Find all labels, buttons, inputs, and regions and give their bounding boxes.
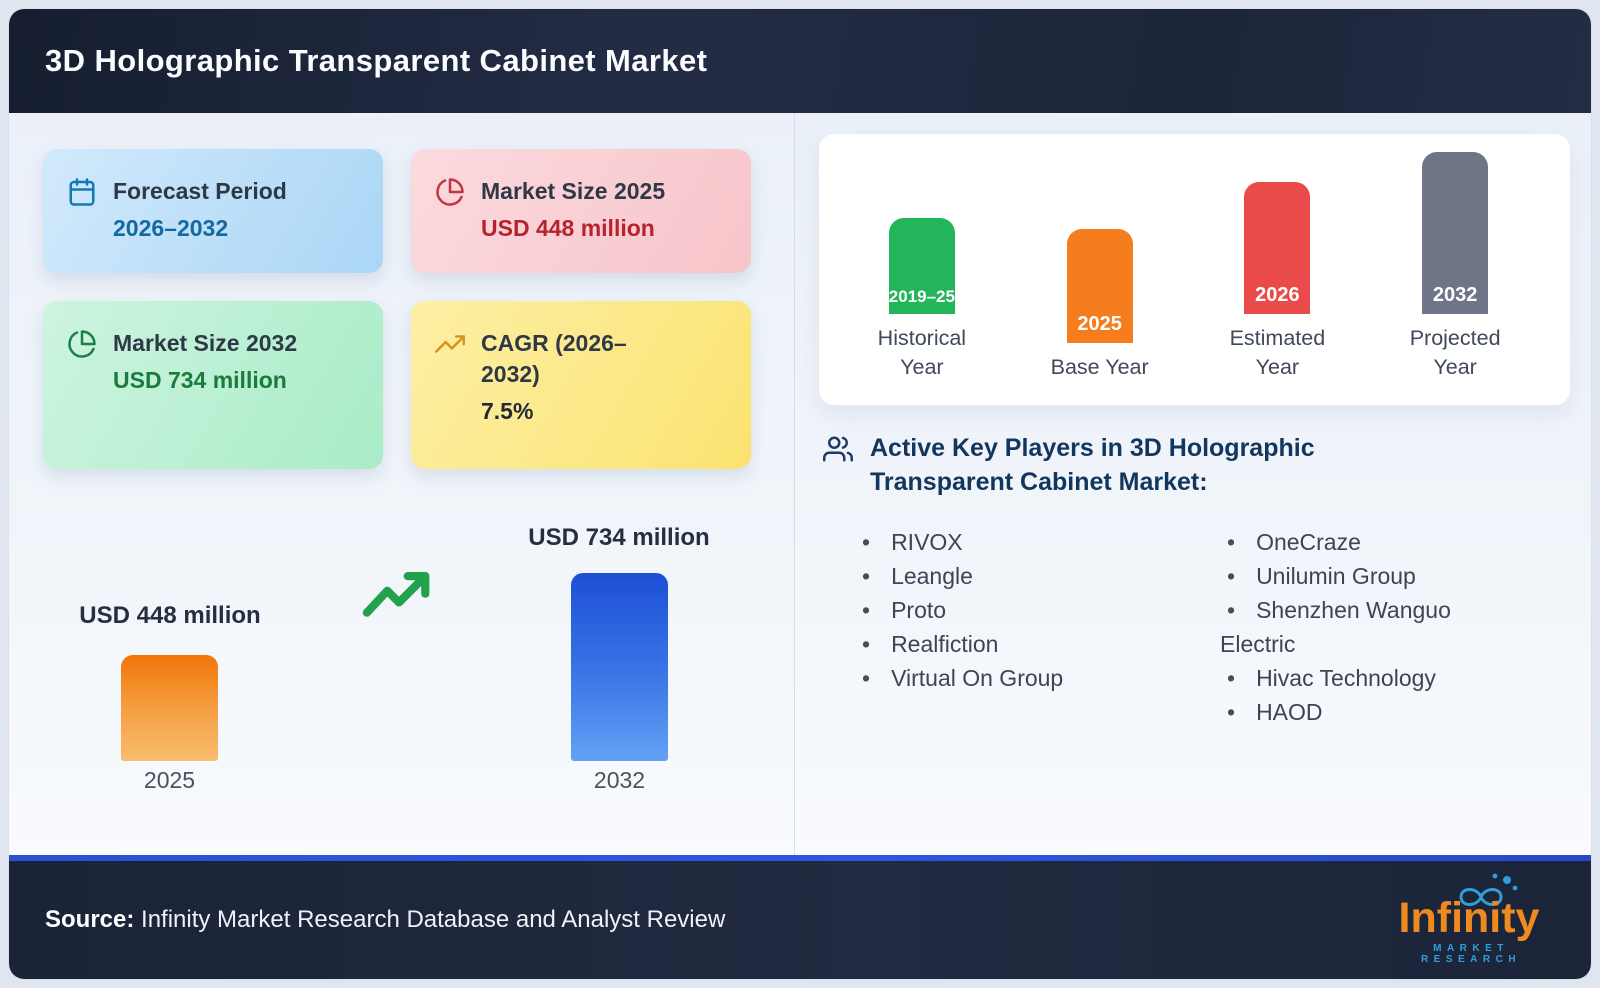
timeline-label: Base Year — [1050, 354, 1149, 379]
stat-card-cagr: CAGR (2026–2032) 7.5% — [411, 301, 751, 469]
key-player-item: Realfiction — [855, 627, 1220, 661]
right-panel: 2019–25 Historical Year 2025 Base Year 2… — [795, 113, 1591, 855]
key-player-item: OneCraze — [1220, 525, 1520, 559]
timeline-year: 2026 — [1255, 284, 1300, 307]
timeline-item-projected: 2032 Projected Year — [1366, 152, 1544, 381]
pie-chart-icon — [435, 177, 467, 209]
infographic-frame: 3D Holographic Transparent Cabinet Marke… — [8, 8, 1592, 980]
stat-card-market-size-2032: Market Size 2032 USD 734 million — [43, 301, 383, 469]
stat-card-forecast-period: Forecast Period 2026–2032 — [43, 149, 383, 273]
logo-subtitle: MARKET RESEARCH — [1420, 943, 1522, 965]
key-player-item: Proto — [855, 593, 1220, 627]
key-players-heading: Active Key Players in 3D Holographic Tra… — [870, 434, 1315, 496]
footer: Source: Infinity Market Research Databas… — [9, 861, 1591, 979]
calendar-icon — [67, 177, 99, 209]
key-player-item: RIVOX — [855, 525, 1220, 559]
timeline-label: Projected Year — [1409, 326, 1501, 379]
bar-2032 — [571, 573, 668, 761]
timeline-item-estimated: 2026 Estimated Year — [1189, 182, 1367, 381]
bar-2025 — [121, 655, 218, 761]
infinity-logo: Infinity MARKET RESEARCH — [1389, 869, 1549, 973]
stat-card-title: CAGR (2026–2032) — [481, 330, 627, 388]
key-player-item: Hivac Technology — [1220, 661, 1520, 695]
page-title: 3D Holographic Transparent Cabinet Marke… — [45, 43, 708, 78]
timeline-item-historical: 2019–25 Historical Year — [833, 218, 1011, 381]
header: 3D Holographic Transparent Cabinet Marke… — [9, 9, 1591, 113]
stat-cards: Forecast Period 2026–2032 Market Size 20… — [43, 149, 751, 469]
left-panel: Forecast Period 2026–2032 Market Size 20… — [9, 113, 795, 855]
bar-value-label-2025: USD 448 million — [79, 602, 261, 629]
trending-up-icon — [435, 329, 467, 361]
timeline-label: Historical Year — [877, 326, 967, 379]
content: Forecast Period 2026–2032 Market Size 20… — [9, 113, 1591, 855]
key-players-section: Active Key Players in 3D Holographic Tra… — [823, 431, 1571, 729]
key-player-item: Leangle — [855, 559, 1220, 593]
stat-card-value: 2026–2032 — [113, 215, 229, 242]
key-player-item: Virtual On Group — [855, 661, 1220, 695]
stat-card-title: Market Size 2032 — [113, 330, 298, 356]
key-player-item: HAOD — [1220, 695, 1520, 729]
source-note: Source: Infinity Market Research Databas… — [45, 906, 725, 934]
stat-card-market-size-2025: Market Size 2025 USD 448 million — [411, 149, 751, 273]
timeline-bar-base: 2025 — [1066, 228, 1133, 343]
logo-name: Infinity — [1398, 894, 1540, 942]
timeline-year: 2025 — [1077, 312, 1122, 335]
timeline-bar-historical: 2019–25 — [889, 218, 955, 315]
source-label: Source: — [45, 906, 135, 933]
key-players-column-1: RIVOX Leangle Proto Realfiction Virtual … — [855, 525, 1220, 729]
timeline-year: 2019–25 — [888, 287, 955, 307]
timeline-label: Estimated Year — [1229, 326, 1326, 379]
users-icon — [823, 434, 855, 466]
key-player-item: Unilumin Group — [1220, 559, 1520, 593]
key-player-item: Shenzhen Wanguo Electric — [1220, 593, 1520, 661]
footer-accent-line — [9, 855, 1591, 861]
source-text: Infinity Market Research Database and An… — [134, 906, 726, 933]
stat-card-title: Forecast Period — [113, 178, 287, 204]
bar-axis-label-2032: 2032 — [593, 767, 646, 793]
timeline-bar-estimated: 2026 — [1244, 182, 1311, 315]
stat-card-value: USD 734 million — [113, 367, 287, 394]
stat-card-value: USD 448 million — [481, 215, 655, 242]
key-players-column-2: OneCraze Unilumin Group Shenzhen Wanguo … — [1220, 525, 1520, 729]
timeline-bar-projected: 2032 — [1422, 152, 1489, 315]
stat-card-title: Market Size 2025 — [481, 178, 666, 204]
bar-axis-label-2025: 2025 — [143, 767, 196, 793]
bar-value-label-2032: USD 734 million — [528, 524, 710, 551]
timeline-item-base: 2025 Base Year — [1011, 228, 1189, 381]
pie-chart-icon — [67, 329, 99, 361]
timeline-year: 2032 — [1432, 284, 1478, 307]
stat-card-value: 7.5% — [481, 398, 534, 425]
infinity-icon — [1435, 871, 1531, 913]
timeline-card: 2019–25 Historical Year 2025 Base Year 2… — [818, 133, 1571, 406]
trending-up-icon — [361, 563, 437, 625]
